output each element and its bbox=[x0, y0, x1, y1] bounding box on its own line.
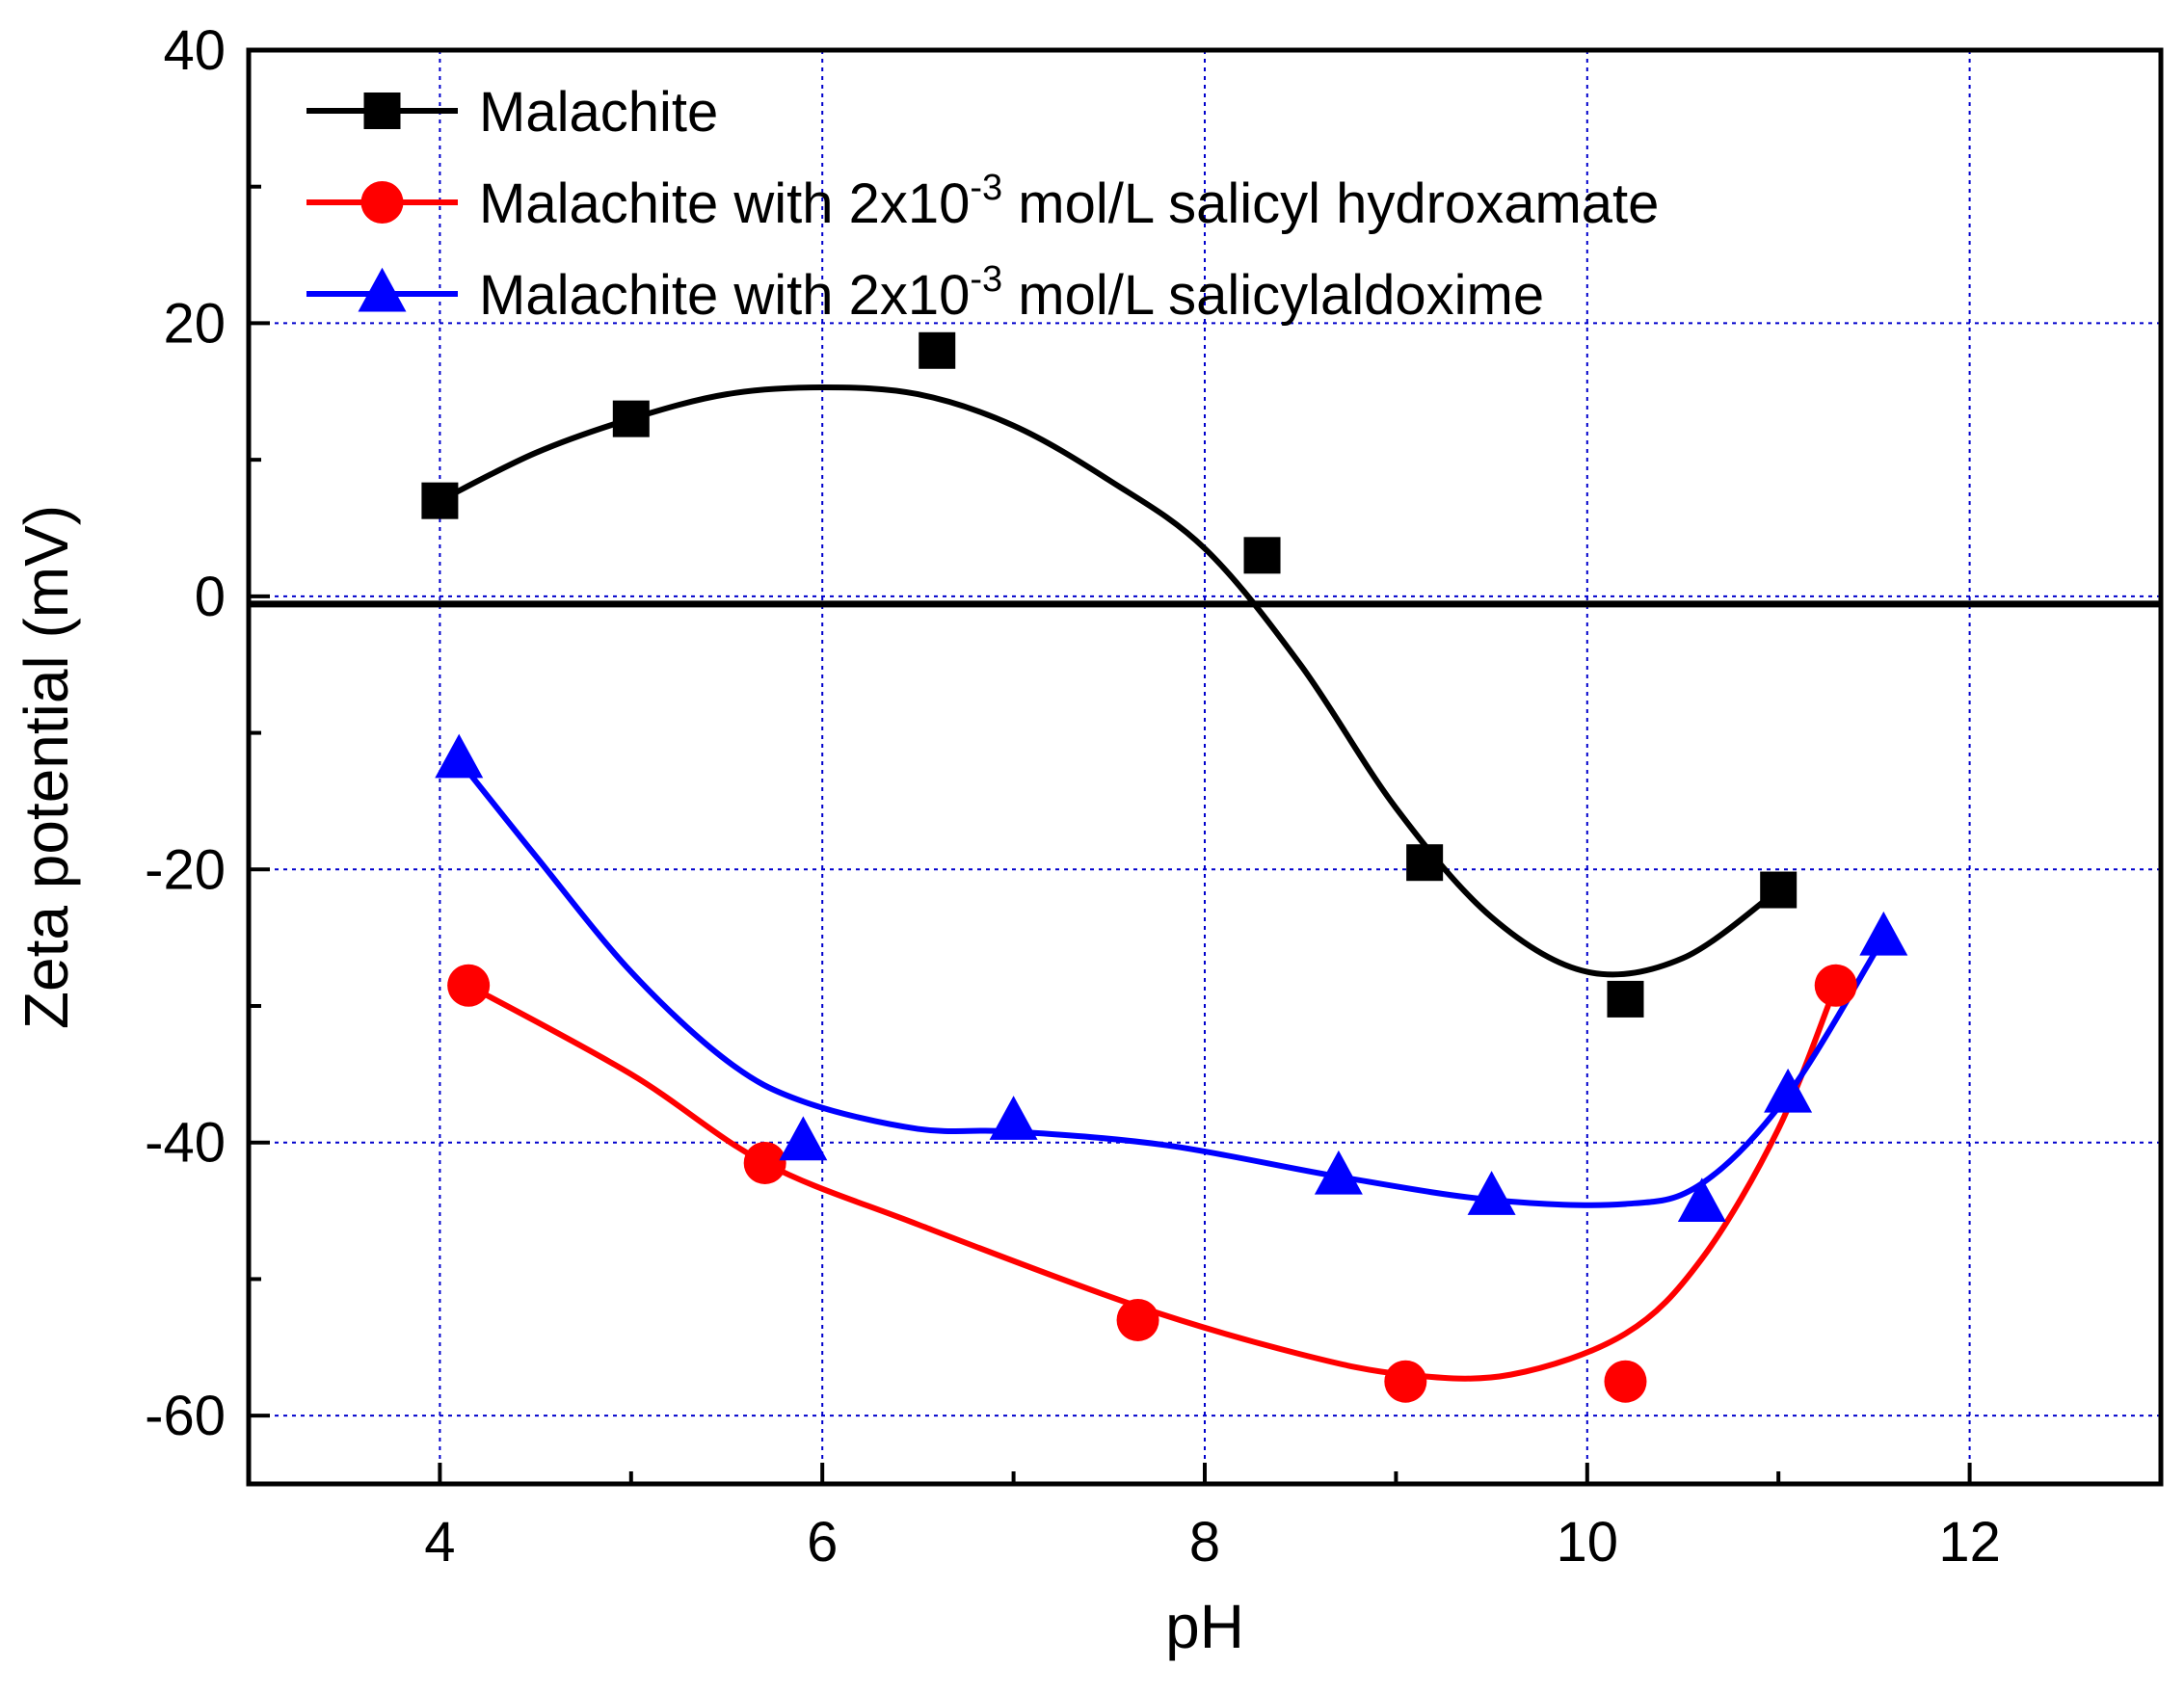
legend-marker-circle bbox=[360, 181, 404, 224]
y-tick-label: 40 bbox=[163, 19, 226, 82]
data-point-square bbox=[421, 482, 459, 519]
y-tick-label: -40 bbox=[145, 1112, 226, 1175]
data-point-triangle bbox=[435, 733, 484, 779]
legend-label-main: Malachite with 2x10 bbox=[479, 172, 970, 235]
legend-label-superscript: -3 bbox=[970, 259, 1002, 300]
y-tick-label: -20 bbox=[145, 838, 226, 901]
x-tick-label: 6 bbox=[807, 1511, 838, 1574]
data-point-triangle bbox=[1859, 911, 1908, 956]
data-point-triangle bbox=[989, 1096, 1038, 1140]
data-point-triangle bbox=[1764, 1068, 1813, 1113]
series-fit-curve-square bbox=[439, 384, 1780, 978]
legend-label-square: Malachite bbox=[479, 81, 718, 144]
fit-curves bbox=[439, 384, 1886, 1382]
y-tick-label: 0 bbox=[195, 566, 226, 628]
legend-label-suffix: mol/L salicylaldoxime bbox=[1002, 264, 1544, 327]
y-axis-title: Zeta potential (mV) bbox=[12, 505, 81, 1029]
legend-marker-square bbox=[363, 93, 401, 129]
x-tick-label: 8 bbox=[1189, 1511, 1220, 1574]
data-point-square bbox=[1243, 537, 1281, 574]
legend-label-circle: Malachite with 2x10-3 mol/L salicyl hydr… bbox=[479, 168, 1659, 235]
legend-marker-triangle bbox=[358, 267, 407, 312]
series-fit-curve-circle bbox=[466, 983, 1839, 1382]
y-tick-label: 20 bbox=[163, 292, 226, 355]
data-point-circle bbox=[1116, 1298, 1159, 1341]
legend-label-suffix: mol/L salicyl hydroxamate bbox=[1002, 172, 1659, 235]
data-point-circle bbox=[1814, 964, 1857, 1007]
data-point-square bbox=[919, 331, 956, 369]
data-point-square bbox=[612, 400, 650, 437]
axis-ticks bbox=[247, 48, 2163, 1484]
axis-tick-labels: 4 6 8 10 12 -60 -40 -20 0 20 40 bbox=[145, 19, 2001, 1574]
data-point-circle bbox=[1604, 1360, 1647, 1403]
legend-label-triangle: Malachite with 2x10-3 mol/L salicylaldox… bbox=[479, 259, 1544, 327]
legend-label-main: Malachite with 2x10 bbox=[479, 264, 970, 327]
data-point-square bbox=[1406, 844, 1444, 882]
data-point-triangle bbox=[1467, 1171, 1516, 1215]
data-point-triangle bbox=[1314, 1150, 1363, 1195]
data-point-triangle bbox=[779, 1116, 828, 1161]
data-markers bbox=[421, 331, 1908, 1403]
data-point-circle bbox=[447, 964, 491, 1007]
x-axis-title: pH bbox=[1165, 1592, 1244, 1661]
data-point-circle bbox=[1384, 1360, 1427, 1403]
data-point-square bbox=[1760, 871, 1798, 909]
x-tick-label: 12 bbox=[1938, 1511, 2001, 1574]
series-fit-curve-triangle bbox=[456, 758, 1886, 1208]
data-point-square bbox=[1607, 980, 1644, 1018]
data-point-triangle bbox=[1677, 1177, 1726, 1222]
data-point-circle bbox=[743, 1141, 786, 1184]
y-tick-label: -60 bbox=[145, 1385, 226, 1447]
legend-label-superscript: -3 bbox=[970, 168, 1002, 208]
x-tick-label: 10 bbox=[1557, 1511, 1619, 1574]
x-tick-label: 4 bbox=[424, 1511, 455, 1574]
